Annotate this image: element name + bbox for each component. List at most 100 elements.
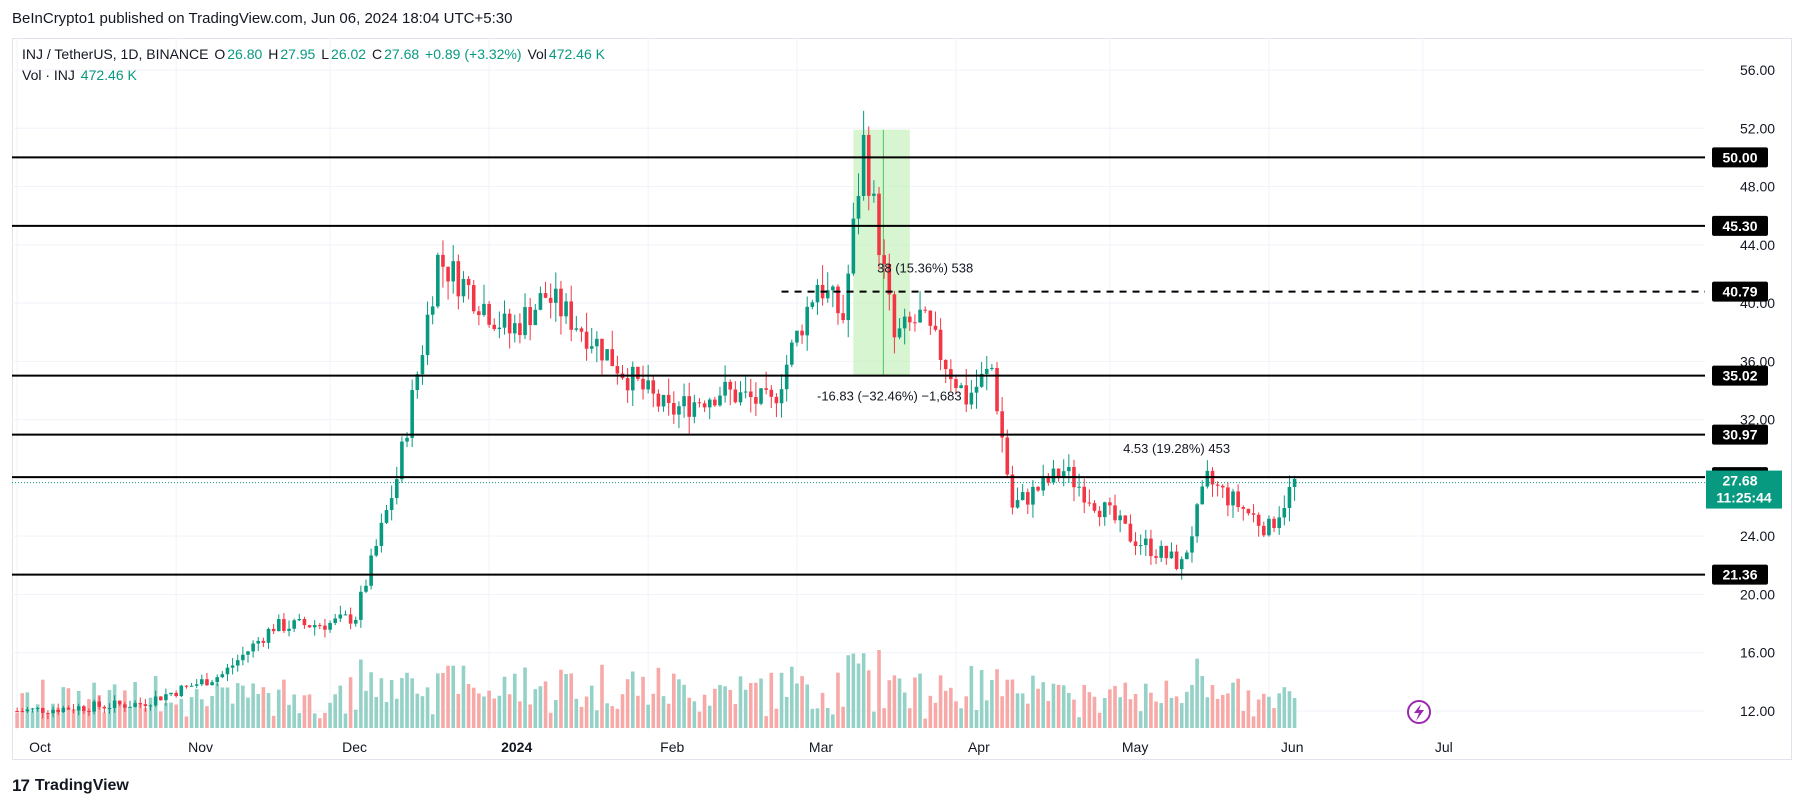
candle-body — [61, 707, 66, 713]
candle-body — [179, 685, 184, 697]
candle-body — [856, 195, 861, 219]
candle-body — [548, 297, 553, 303]
volume-bar — [820, 692, 825, 728]
volume-bar — [40, 679, 45, 728]
candle-body — [687, 396, 691, 417]
volume-bar — [1108, 689, 1112, 728]
volume-bar — [738, 676, 743, 728]
candle-body — [928, 310, 933, 326]
volume-bar — [97, 695, 102, 728]
vol-series-label[interactable]: Vol · INJ — [22, 67, 75, 83]
candle-body — [564, 301, 568, 317]
countdown-label: 11:25:44 — [1716, 490, 1771, 506]
time-tick-label: Nov — [188, 739, 213, 755]
tradingview-footer[interactable]: 17 TradingView — [12, 776, 129, 796]
candle-body — [394, 479, 399, 499]
candle-body — [584, 331, 589, 349]
open-value: 26.80 — [227, 46, 263, 62]
candle-body — [353, 619, 358, 624]
symbol-label[interactable]: INJ / TetherUS, 1D, BINANCE — [22, 46, 209, 62]
volume-bar — [148, 697, 153, 728]
candle-body — [1087, 502, 1092, 504]
candle-body — [990, 367, 994, 369]
volume-bar — [1031, 675, 1035, 728]
volume-bar — [866, 670, 871, 728]
chart-frame[interactable] — [12, 38, 1792, 760]
candle-body — [1277, 517, 1281, 529]
volume-bar — [1020, 693, 1025, 728]
volume-bar — [1215, 698, 1220, 728]
volume-bar — [831, 714, 835, 728]
volume-bar — [461, 665, 466, 728]
volume-bar — [1128, 699, 1133, 728]
time-tick-label: Oct — [29, 739, 51, 755]
candle-body — [215, 677, 220, 683]
lightning-icon[interactable] — [1407, 700, 1431, 724]
volume-bar — [733, 703, 738, 728]
candle-body — [774, 396, 779, 404]
volume-bar — [497, 695, 502, 728]
volume-bar — [877, 650, 881, 728]
volume-bar — [1118, 697, 1122, 728]
candle-body — [800, 330, 804, 336]
candle-body — [877, 193, 881, 256]
candle-body — [200, 679, 204, 685]
volume-bar — [923, 718, 927, 728]
volume-bar — [287, 704, 291, 728]
volume-bar — [1097, 712, 1102, 728]
time-tick-label: May — [1122, 739, 1148, 755]
volume-bar — [241, 685, 245, 728]
candle-body — [1067, 467, 1071, 472]
candle-body — [256, 640, 261, 644]
vol-series-value: 472.46 K — [80, 67, 137, 83]
candle-body — [364, 585, 368, 592]
candles — [15, 110, 1297, 720]
candle-body — [959, 385, 963, 389]
candle-body — [15, 711, 19, 712]
candle-body — [430, 306, 435, 315]
annotations: -16.83 (−32.46%) −1,683 38 (15.36%) 538 4.… — [817, 260, 1230, 456]
candle-body — [282, 619, 286, 631]
candle-body — [861, 134, 866, 196]
candle-body — [1292, 478, 1297, 487]
candle-body — [718, 395, 722, 406]
candle-body — [641, 378, 645, 390]
candle-body — [933, 325, 938, 330]
level-tag — [1712, 365, 1768, 386]
volume-bar — [158, 711, 163, 728]
candle-body — [266, 628, 271, 643]
volume-bar — [138, 703, 143, 728]
candle-body — [184, 685, 189, 687]
volume-bar — [841, 706, 845, 728]
level-tag-label: 21.36 — [1722, 567, 1757, 583]
volume-bar — [559, 669, 563, 728]
candle-body — [759, 388, 763, 404]
candle-body — [979, 373, 984, 387]
volume-bar — [959, 708, 963, 728]
candle-body — [1128, 523, 1133, 542]
candle-body — [210, 682, 214, 686]
candle-body — [918, 309, 922, 323]
volume-bar — [1164, 680, 1169, 728]
volume-bar — [1072, 699, 1076, 728]
candle-body — [225, 667, 230, 675]
candle-body — [1118, 515, 1122, 521]
volume-bar — [646, 704, 650, 728]
measure-annotation: -16.83 (−32.46%) −1,683 — [817, 389, 962, 404]
volume-bar — [990, 679, 994, 728]
candle-body — [784, 364, 789, 390]
volume-bar — [415, 693, 420, 728]
candle-body — [1246, 508, 1251, 514]
volume-bar — [1159, 703, 1163, 728]
candle-body — [600, 338, 604, 361]
candle-body — [20, 711, 25, 713]
candle-body — [297, 619, 302, 621]
candle-body — [1236, 491, 1240, 508]
volume-bar — [928, 695, 933, 728]
volume-bar — [184, 716, 189, 728]
volume-bar — [230, 703, 235, 728]
candle-body — [1149, 538, 1153, 557]
volume-bar — [1067, 692, 1071, 728]
volume-bar — [1026, 703, 1030, 728]
